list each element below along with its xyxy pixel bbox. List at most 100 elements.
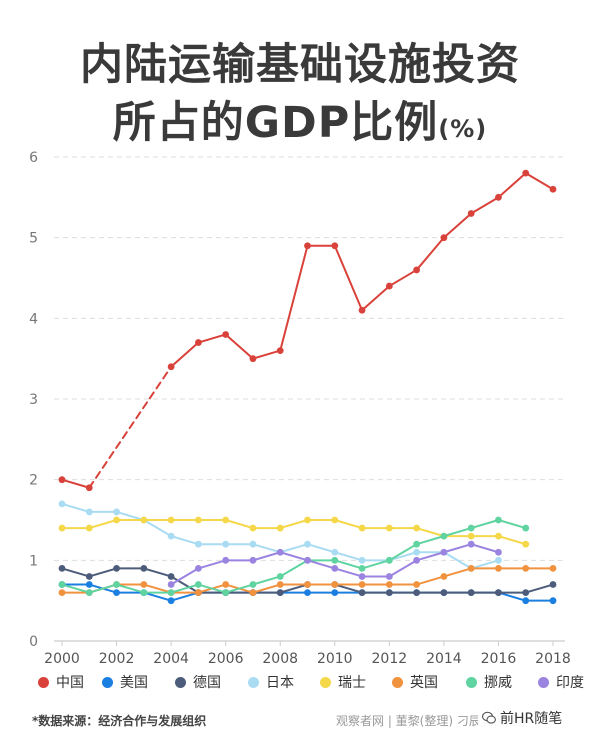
y-tick-label: 1 — [29, 553, 38, 569]
data-point-英国-2010 — [331, 581, 339, 588]
series-segment — [388, 268, 418, 288]
series-segment — [524, 583, 554, 594]
data-point-印度-2005 — [194, 565, 202, 572]
series-挪威 — [58, 516, 530, 596]
data-point-德国-2004 — [167, 573, 175, 580]
data-point-日本-2006 — [222, 540, 230, 548]
legend-label: 德国 — [193, 675, 221, 691]
legend-swatch — [466, 677, 477, 688]
series-segment — [415, 575, 445, 586]
series-segment — [61, 583, 91, 594]
chart-legend: 中国 美国 德国 日本 瑞士 英国 挪威 印度 — [30, 672, 590, 696]
chart-title-line1: 内陆运输基础设施投资 — [80, 40, 520, 90]
data-point-日本-2010 — [331, 548, 339, 556]
data-point-中国-2017 — [522, 169, 530, 177]
data-point-美国-2002 — [113, 589, 120, 596]
data-point-德国-2018 — [549, 581, 557, 588]
data-point-挪威-2005 — [194, 581, 202, 588]
data-point-挪威-2007 — [249, 581, 257, 588]
x-tick-label: 2014 — [426, 651, 462, 667]
series-segment — [170, 591, 200, 602]
data-point-美国-2009 — [304, 589, 311, 596]
data-point-德国-2008 — [276, 589, 284, 596]
data-point-中国-2011 — [358, 306, 366, 314]
data-point-英国-2013 — [413, 581, 421, 588]
line-chart: 0 1 2 3 4 5 6 2000 2002 2004 2006 2008 2010 2012 2014 2… — [29, 150, 571, 667]
data-point-挪威-2015 — [467, 524, 475, 532]
x-tick-label: 2016 — [481, 651, 517, 667]
series-layer — [58, 169, 557, 605]
data-point-印度-2012 — [385, 573, 393, 580]
data-point-瑞士-2012 — [385, 524, 393, 532]
data-point-德国-2003 — [140, 565, 148, 572]
series-segment — [197, 559, 227, 570]
x-tick-label: 2012 — [372, 651, 408, 667]
data-point-中国-2000 — [58, 476, 66, 484]
data-point-中国-2006 — [222, 331, 230, 338]
data-point-挪威-2014 — [440, 532, 448, 540]
series-segment — [361, 285, 391, 312]
y-tick-label: 3 — [29, 392, 38, 408]
data-point-中国-2015 — [467, 210, 475, 217]
series-segment — [279, 551, 309, 562]
legend-swatch — [102, 677, 113, 688]
data-point-日本-2009 — [304, 540, 311, 548]
legend-label: 美国 — [120, 675, 148, 691]
data-point-瑞士-2017 — [522, 540, 530, 548]
series-segment — [415, 527, 445, 538]
data-point-日本-2004 — [167, 532, 175, 540]
series-segment — [524, 172, 554, 191]
series-segment — [142, 591, 173, 602]
data-point-印度-2004 — [167, 581, 175, 588]
series-segment — [306, 543, 336, 554]
data-point-美国-2017 — [522, 597, 530, 605]
series-segment — [333, 583, 364, 594]
data-point-瑞士-2013 — [413, 524, 421, 532]
data-point-挪威-2010 — [331, 556, 339, 564]
series-segment — [224, 519, 254, 530]
data-point-印度-2010 — [331, 565, 339, 572]
series-segment — [88, 583, 118, 594]
series-segment — [251, 349, 282, 360]
legend-label: 印度 — [556, 675, 584, 691]
legend-swatch — [175, 677, 186, 688]
data-point-瑞士-2005 — [194, 516, 202, 524]
legend-item-挪威: 挪威 — [466, 672, 512, 692]
series-segment — [333, 567, 364, 578]
data-point-挪威-2004 — [167, 589, 175, 596]
data-point-中国-2014 — [440, 234, 448, 242]
series-segment — [88, 519, 118, 530]
data-point-中国-2018 — [549, 185, 557, 193]
data-point-英国-2015 — [467, 565, 475, 572]
data-point-德国-2015 — [467, 589, 475, 596]
data-point-德国-2001 — [85, 573, 93, 580]
data-point-美国-2018 — [549, 597, 557, 605]
data-point-瑞士-2002 — [113, 516, 120, 524]
y-tick-label: 0 — [29, 634, 38, 650]
x-tick-label: 2000 — [44, 651, 80, 667]
legend-item-美国: 美国 — [102, 672, 148, 692]
legend-item-中国: 中国 — [38, 672, 84, 692]
data-point-日本-2013 — [413, 548, 421, 556]
data-point-美国-2004 — [167, 597, 175, 605]
series-segment — [197, 333, 227, 344]
series-segment — [415, 551, 445, 562]
legend-label: 挪威 — [484, 675, 512, 691]
data-point-美国-2010 — [331, 589, 339, 596]
data-point-印度-2006 — [222, 556, 230, 564]
series-segment — [497, 519, 527, 530]
data-point-中国-2010 — [331, 242, 339, 250]
series-segment — [170, 567, 200, 586]
series-segment — [88, 365, 173, 489]
series-segment — [333, 551, 364, 562]
axis-layer: 0 1 2 3 4 5 6 2000 2002 2004 2006 2008 2010 2012 2014 2… — [29, 150, 571, 667]
data-point-挪威-2017 — [522, 524, 530, 532]
y-tick-label: 2 — [29, 473, 38, 489]
legend-item-日本: 日本 — [248, 672, 294, 692]
series-segment — [88, 567, 118, 578]
series-segment — [142, 583, 173, 594]
data-point-中国-2016 — [495, 193, 502, 201]
data-point-英国-2000 — [58, 589, 66, 596]
series-segment — [470, 559, 500, 570]
series-segment — [251, 575, 282, 586]
